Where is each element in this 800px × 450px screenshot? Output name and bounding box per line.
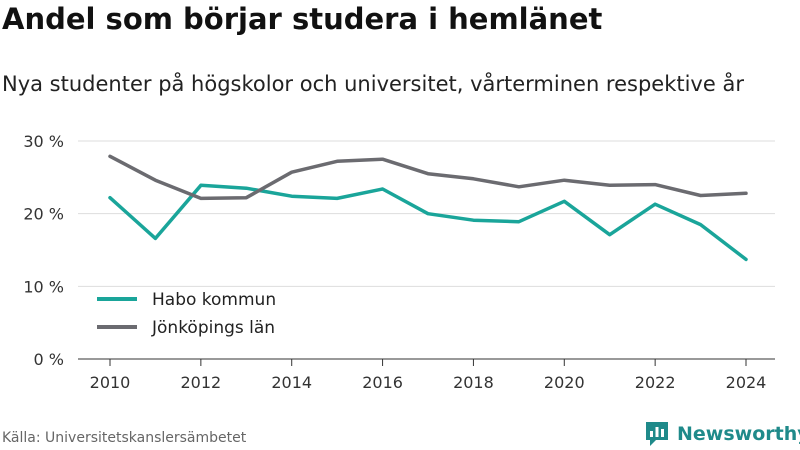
x-tick-label: 2022 bbox=[635, 373, 676, 392]
line-chart: 0 % 10 % 20 % 30 % 2010 2012 2014 2016 2018 2020… bbox=[23, 132, 775, 392]
x-axis-ticks: 2010 2012 2014 2016 2018 2020 2022 2024 bbox=[90, 359, 767, 392]
x-tick-label: 2010 bbox=[90, 373, 131, 392]
brand-name: Newsworthy bbox=[677, 423, 800, 445]
series-line-habo bbox=[108, 183, 748, 262]
legend-label: Jönköpings län bbox=[151, 318, 275, 338]
x-tick-label: 2012 bbox=[180, 373, 221, 392]
series-line-jonkoping bbox=[108, 154, 748, 201]
newsworthy-logo-icon bbox=[646, 422, 668, 446]
chart-title: Andel som börjar studera i hemlänet bbox=[2, 2, 603, 36]
series-lines bbox=[108, 154, 748, 262]
chart-subtitle: Nya studenter på högskolor och universit… bbox=[2, 72, 744, 96]
legend-label: Habo kommun bbox=[152, 290, 276, 310]
y-tick-label: 30 % bbox=[23, 132, 64, 151]
y-tick-label: 10 % bbox=[23, 277, 64, 296]
x-tick-label: 2014 bbox=[271, 373, 312, 392]
legend: Habo kommun Jönköpings län bbox=[97, 290, 276, 338]
brand-logo: Newsworthy bbox=[644, 420, 800, 448]
x-tick-label: 2020 bbox=[544, 373, 585, 392]
x-tick-label: 2024 bbox=[726, 373, 767, 392]
y-tick-label: 20 % bbox=[23, 205, 64, 224]
x-tick-label: 2016 bbox=[362, 373, 403, 392]
y-tick-label: 0 % bbox=[34, 350, 64, 369]
source-note: Källa: Universitetskanslersämbetet bbox=[2, 430, 247, 446]
y-axis-ticks: 0 % 10 % 20 % 30 % bbox=[23, 132, 64, 369]
x-tick-label: 2018 bbox=[453, 373, 494, 392]
